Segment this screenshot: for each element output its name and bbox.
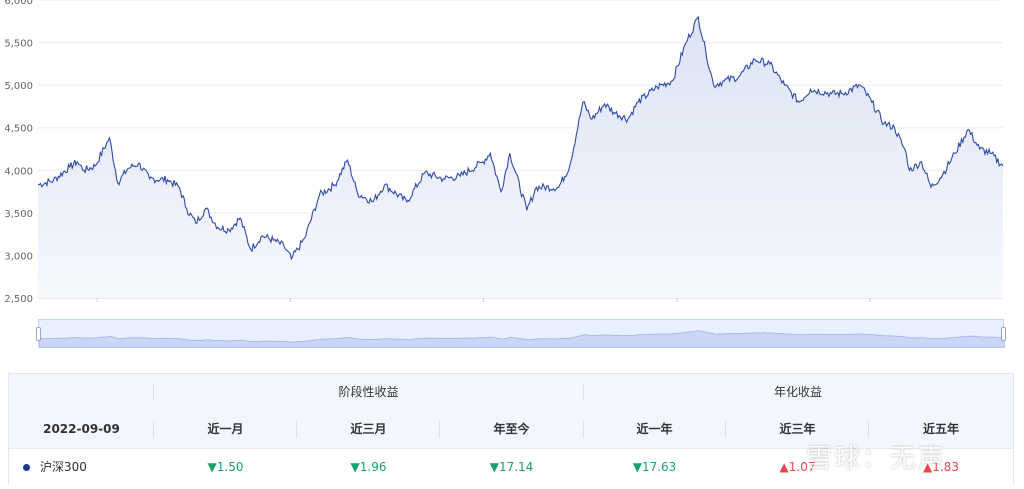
- x-tick-label: 2021: [664, 304, 689, 305]
- value-text: 1.50: [216, 460, 244, 474]
- zoom-handle-left[interactable]: [36, 327, 41, 341]
- y-tick-label: 4,500: [4, 124, 33, 135]
- value-1y: ▼17.63: [583, 449, 726, 486]
- x-tick-label: 2019: [278, 304, 303, 305]
- zoom-preview-svg: [39, 330, 1005, 348]
- divider: [583, 421, 584, 438]
- value-1m: ▼1.50: [154, 449, 297, 486]
- divider: [296, 421, 297, 438]
- table-column-header-row: 2022-09-09 近一月 近三月 年至今 近一年 近三年 近五年: [9, 411, 1013, 448]
- zoom-handle-right[interactable]: [1001, 327, 1006, 341]
- date-label: 2022-09-09: [43, 422, 120, 436]
- value-5y: ▲1.83: [869, 449, 1013, 486]
- change-arrow-icon: ▼: [632, 460, 642, 474]
- index-line-chart: 2,500 3,000 3,500 4,000 4,500 5,000 5,500 6,000…: [4, 0, 1004, 305]
- divider: [868, 421, 869, 438]
- divider: [153, 421, 154, 438]
- change-arrow-icon: ▼: [207, 460, 217, 474]
- group-header-stage-returns: 阶段性收益: [338, 385, 399, 399]
- y-tick-label: 3,000: [4, 251, 33, 262]
- col-header-1y: 近一年: [636, 422, 673, 436]
- index-name-cell: 沪深300: [23, 449, 154, 486]
- col-header-3y: 近三年: [779, 422, 816, 436]
- zoom-preview-area: [39, 330, 1005, 348]
- col-header-ytd: 年至今: [493, 422, 530, 436]
- y-tick-label: 3,500: [4, 209, 33, 220]
- x-tick-label: 2022: [857, 304, 882, 305]
- y-tick-label: 4,000: [4, 166, 33, 177]
- watermark: 雪球：无声: [806, 444, 947, 474]
- value-3y: ▲1.07: [726, 449, 869, 486]
- divider: [153, 384, 154, 401]
- table-row: 沪深300 ▼1.50 ▼1.96 ▼17.14 ▼17.63 ▲1.07 ▲1…: [9, 448, 1013, 486]
- change-arrow-icon: ▼: [489, 460, 499, 474]
- index-name: 沪深300: [40, 460, 87, 474]
- value-text: 17.14: [498, 460, 534, 474]
- series-dot-icon: [23, 464, 30, 471]
- divider: [583, 384, 584, 401]
- divider: [725, 421, 726, 438]
- col-header-3m: 近三月: [350, 422, 387, 436]
- y-tick-label: 2,500: [4, 294, 33, 305]
- y-tick-label: 6,000: [4, 0, 33, 7]
- value-text: 1.07: [788, 460, 816, 474]
- series-area: [38, 17, 1003, 298]
- line-chart-svg: 2,500 3,000 3,500 4,000 4,500 5,000 5,500 6,000…: [4, 0, 1004, 305]
- value-3m: ▼1.96: [297, 449, 440, 486]
- group-header-annualized-returns: 年化收益: [773, 385, 822, 399]
- x-tick-label: 2018: [85, 304, 110, 305]
- y-tick-label: 5,000: [4, 81, 33, 92]
- table-group-header-row: 阶段性收益 年化收益: [9, 374, 1013, 411]
- value-text: 1.83: [932, 460, 959, 474]
- col-header-1m: 近一月: [207, 422, 244, 436]
- value-text: 1.96: [359, 460, 387, 474]
- zoom-range-slider[interactable]: [36, 319, 1006, 348]
- value-text: 17.63: [641, 460, 677, 474]
- y-tick-label: 5,500: [4, 39, 33, 50]
- change-arrow-icon: ▲: [779, 460, 789, 474]
- change-arrow-icon: ▼: [350, 460, 360, 474]
- series-line: [37, 15, 1004, 261]
- x-tick-label: 2020: [471, 304, 496, 305]
- value-ytd: ▼17.14: [440, 449, 583, 486]
- change-arrow-icon: ▲: [923, 460, 933, 474]
- col-header-5y: 近五年: [922, 422, 959, 436]
- returns-table: 阶段性收益 年化收益 2022-09-09 近一月 近三月 年至今 近一年 近三…: [8, 373, 1014, 486]
- divider: [439, 421, 440, 438]
